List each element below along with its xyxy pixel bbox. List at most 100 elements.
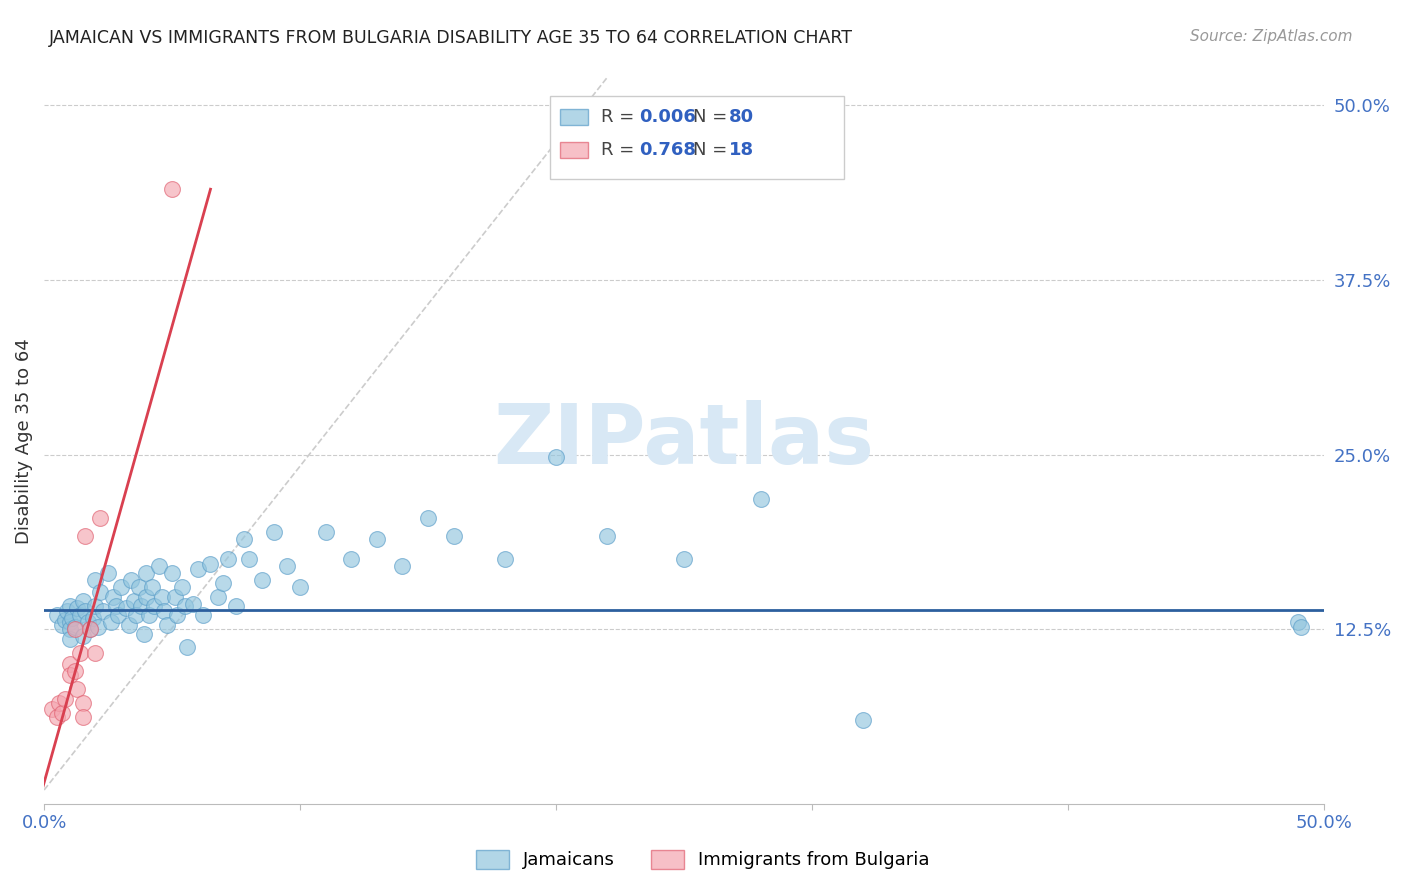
Point [173,599,195,613]
Text: N =: N = [693,109,733,127]
Point [60,611,83,625]
Point [200,557,222,571]
Point [97,566,120,581]
Point [141,581,163,595]
Point [56,604,79,618]
Point [59,668,82,682]
Point [63,619,86,633]
Point [250,574,273,588]
Text: ZIPatlas: ZIPatlas [494,401,875,481]
Point [66,601,89,615]
Point [443,529,465,543]
Point [288,581,311,595]
Point [217,552,239,566]
Point [315,524,337,539]
Point [82,611,104,625]
Point [143,599,166,613]
Point [160,566,183,581]
Point [89,510,111,524]
Point [79,623,101,637]
Text: 0.006: 0.006 [640,109,696,127]
Point [176,640,198,655]
Point [125,608,148,623]
Point [84,574,107,588]
Point [51,618,73,632]
Point [59,615,82,630]
FancyBboxPatch shape [560,142,588,158]
Point [187,562,209,576]
Point [53,613,76,627]
Point [238,552,260,566]
Point [76,615,98,630]
Point [391,559,413,574]
Point [100,615,122,630]
Point [84,646,107,660]
Point [59,599,82,613]
Point [166,608,188,623]
Point [135,591,157,605]
Point [104,599,127,613]
Point [91,604,114,618]
Text: R =: R = [600,109,640,127]
Point [212,576,235,591]
Y-axis label: Disability Age 35 to 64: Disability Age 35 to 64 [15,338,32,543]
Point [1286,615,1309,630]
Point [107,608,129,623]
Point [544,450,567,465]
Point [84,599,107,613]
Point [53,692,76,706]
Point [163,591,186,605]
Point [103,591,125,605]
Point [72,697,94,711]
Point [69,646,91,660]
Point [87,619,110,633]
Text: 80: 80 [728,109,754,127]
Legend: Jamaicans, Immigrants from Bulgaria: Jamaicans, Immigrants from Bulgaria [467,841,939,879]
Point [596,529,619,543]
Point [51,706,73,721]
Point [41,702,63,716]
Point [75,529,97,543]
Point [132,626,155,640]
Point [63,665,86,679]
Point [59,632,82,646]
Point [1289,619,1312,633]
Point [79,623,101,637]
Point [72,710,94,724]
Point [72,629,94,643]
Point [340,552,363,566]
Point [117,618,139,632]
Point [72,594,94,608]
Point [366,532,388,546]
Point [852,713,875,727]
Point [191,608,214,623]
Point [66,682,89,697]
Point [150,591,173,605]
Point [416,510,439,524]
Point [131,599,153,613]
Point [115,601,138,615]
Point [120,574,142,588]
Text: R =: R = [600,141,640,159]
Point [59,657,82,672]
Point [89,584,111,599]
Point [48,697,70,711]
Text: Source: ZipAtlas.com: Source: ZipAtlas.com [1189,29,1353,44]
Point [148,559,170,574]
FancyBboxPatch shape [550,95,844,179]
Point [59,623,82,637]
Point [45,608,67,623]
Point [75,604,97,618]
Point [172,581,194,595]
Point [181,597,204,611]
Point [276,559,298,574]
Point [69,608,91,623]
Point [156,618,179,632]
Point [128,581,150,595]
Point [45,710,67,724]
Point [494,552,516,566]
FancyBboxPatch shape [560,110,588,126]
Text: N =: N = [693,141,733,159]
Text: JAMAICAN VS IMMIGRANTS FROM BULGARIA DISABILITY AGE 35 TO 64 CORRELATION CHART: JAMAICAN VS IMMIGRANTS FROM BULGARIA DIS… [49,29,853,46]
Point [263,524,285,539]
